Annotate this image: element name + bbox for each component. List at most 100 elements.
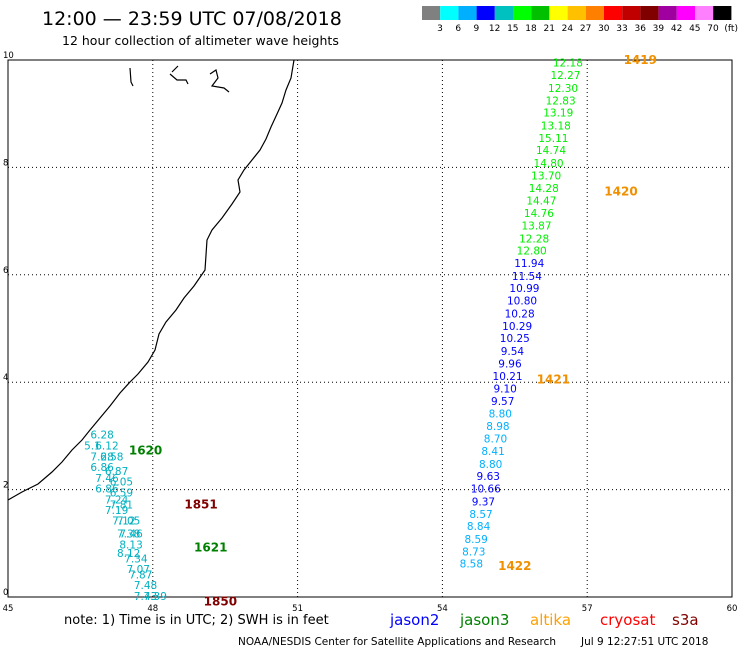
legend-swatch	[567, 6, 586, 20]
legend-label: 39	[653, 24, 665, 34]
wave-height-value: 12.27	[550, 70, 580, 82]
wave-height-value: 13.87	[521, 220, 551, 232]
wave-height-value: 14.47	[526, 196, 556, 208]
x-tick-label: 51	[292, 604, 303, 614]
legend-swatch	[476, 6, 495, 20]
satellite-name: altika	[530, 611, 571, 629]
pass-time-label: 1421	[537, 373, 570, 387]
legend-label: 30	[598, 24, 610, 34]
island-outline	[169, 65, 189, 85]
wave-height-value: 6.59	[110, 487, 133, 499]
wave-height-value: 6.05	[110, 477, 133, 489]
wave-height-value: 6.86	[95, 484, 119, 496]
grid-lines	[8, 60, 732, 597]
wave-height-value: 8.41	[481, 446, 504, 458]
wave-height-value: 7.87	[129, 569, 152, 581]
legend-label: 6	[455, 24, 461, 34]
legend-swatch	[422, 6, 441, 20]
wave-height-value: 7.12	[112, 516, 135, 528]
wave-height-value: 7.43	[134, 591, 157, 603]
wave-height-value: 9.37	[472, 496, 495, 508]
legend-label: 33	[616, 24, 627, 34]
legend-label: 45	[689, 24, 700, 34]
wave-height-value: 13.70	[531, 170, 561, 182]
pass-time-label: 1422	[498, 559, 531, 573]
wave-height-value: 7.34	[124, 553, 148, 565]
plot-area: 45 48 51 54 57 60 0 2 4 6 8 10 12.1812.2712.3012.83…	[3, 51, 738, 614]
legend-label: 42	[671, 24, 682, 34]
legend-label: 3	[437, 24, 443, 34]
legend-swatch	[513, 6, 532, 20]
wave-height-value: 10.66	[471, 484, 501, 496]
legend-swatch	[440, 6, 459, 20]
wave-height-value: 12.30	[548, 83, 578, 95]
satellite-name: jason3	[459, 611, 509, 629]
wave-height-value: 9.96	[498, 358, 522, 370]
x-tick-label: 45	[3, 604, 14, 614]
satellite-name: s3a	[672, 611, 699, 629]
wave-height-value: 9.63	[477, 471, 500, 483]
legend-label: (ft)	[724, 24, 738, 34]
pass-time-label: 1419	[624, 53, 657, 67]
wave-height-value: 8.98	[486, 421, 509, 433]
wave-height-value: 8.58	[460, 559, 483, 571]
wave-height-value: 11.54	[512, 271, 542, 283]
footer-timestamp: Jul 9 12:27:51 UTC 2018	[580, 636, 708, 648]
pass-time-label: 1851	[184, 498, 217, 512]
wave-height-value: 5.1	[84, 441, 101, 453]
wave-height-value: 6.58	[100, 451, 123, 463]
wave-height-value: 7.24	[105, 494, 129, 506]
legend-label: 15	[507, 24, 518, 34]
wave-height-value: 11.94	[514, 258, 544, 270]
wave-height-value: 7.38	[117, 529, 140, 541]
pass-labels: 1419 1420 1421 1422 1620 1621 1851 1850	[129, 53, 657, 608]
x-tick-label: 60	[727, 604, 738, 614]
legend-swatch	[458, 6, 477, 20]
wave-height-value: 7.81	[110, 500, 133, 512]
x-tick-label: 48	[147, 604, 158, 614]
legend-label: 24	[562, 24, 574, 34]
legend-swatch	[713, 6, 732, 20]
wave-height-value: 6.86	[90, 462, 114, 474]
legend-swatch	[695, 6, 714, 20]
wave-height-value: 7.07	[127, 564, 150, 576]
satellite-name: cryosat	[600, 611, 655, 629]
legend-label: 12	[489, 24, 500, 34]
footer-note: note: 1) Time is in UTC; 2) SWH is in fe…	[64, 613, 329, 628]
pass-time-label: 1850	[204, 594, 237, 608]
wave-height-value: 12.18	[553, 58, 583, 70]
x-tick-label: 54	[437, 604, 448, 614]
satellite-name: jason2	[389, 611, 439, 629]
wave-height-value: 6.28	[90, 429, 113, 441]
pass-time-label: 1420	[604, 185, 637, 199]
legend-label: 9	[474, 24, 480, 34]
wave-height-value: 7.19	[105, 505, 128, 517]
wave-height-value: 10.25	[500, 333, 530, 345]
legend-swatch	[494, 6, 513, 20]
wave-height-value: 12.80	[517, 246, 547, 258]
y-tick-label: 2	[3, 481, 8, 491]
wave-height-value: 6.12	[95, 441, 118, 453]
wave-height-value: 10.80	[507, 296, 537, 308]
wave-height-value: 8.57	[469, 509, 492, 521]
y-tick-label: 0	[3, 588, 8, 598]
pass-time-label: 1620	[129, 443, 162, 457]
y-tick-label: 8	[3, 158, 8, 168]
legend-swatch	[531, 6, 550, 20]
legend-swatch	[658, 6, 677, 20]
wave-height-value: 9.57	[491, 396, 514, 408]
plot-frame	[7, 59, 733, 598]
map-title: 12:00 — 23:59 UTC 07/08/2018	[42, 8, 342, 30]
wave-height-value: 10.21	[493, 371, 523, 383]
wave-height-value: 6.87	[105, 466, 128, 478]
island-outline	[129, 67, 134, 87]
wave-height-value: 10.29	[502, 321, 532, 333]
wave-height-value: 13.18	[541, 121, 571, 133]
wave-height-value: 8.12	[117, 548, 140, 560]
wave-height-value: 8.13	[119, 539, 142, 551]
legend-label: 36	[634, 24, 646, 34]
coastline	[7, 59, 295, 501]
wave-height-value: 7.46	[95, 473, 119, 485]
wave-height-value: 14.74	[536, 145, 566, 157]
